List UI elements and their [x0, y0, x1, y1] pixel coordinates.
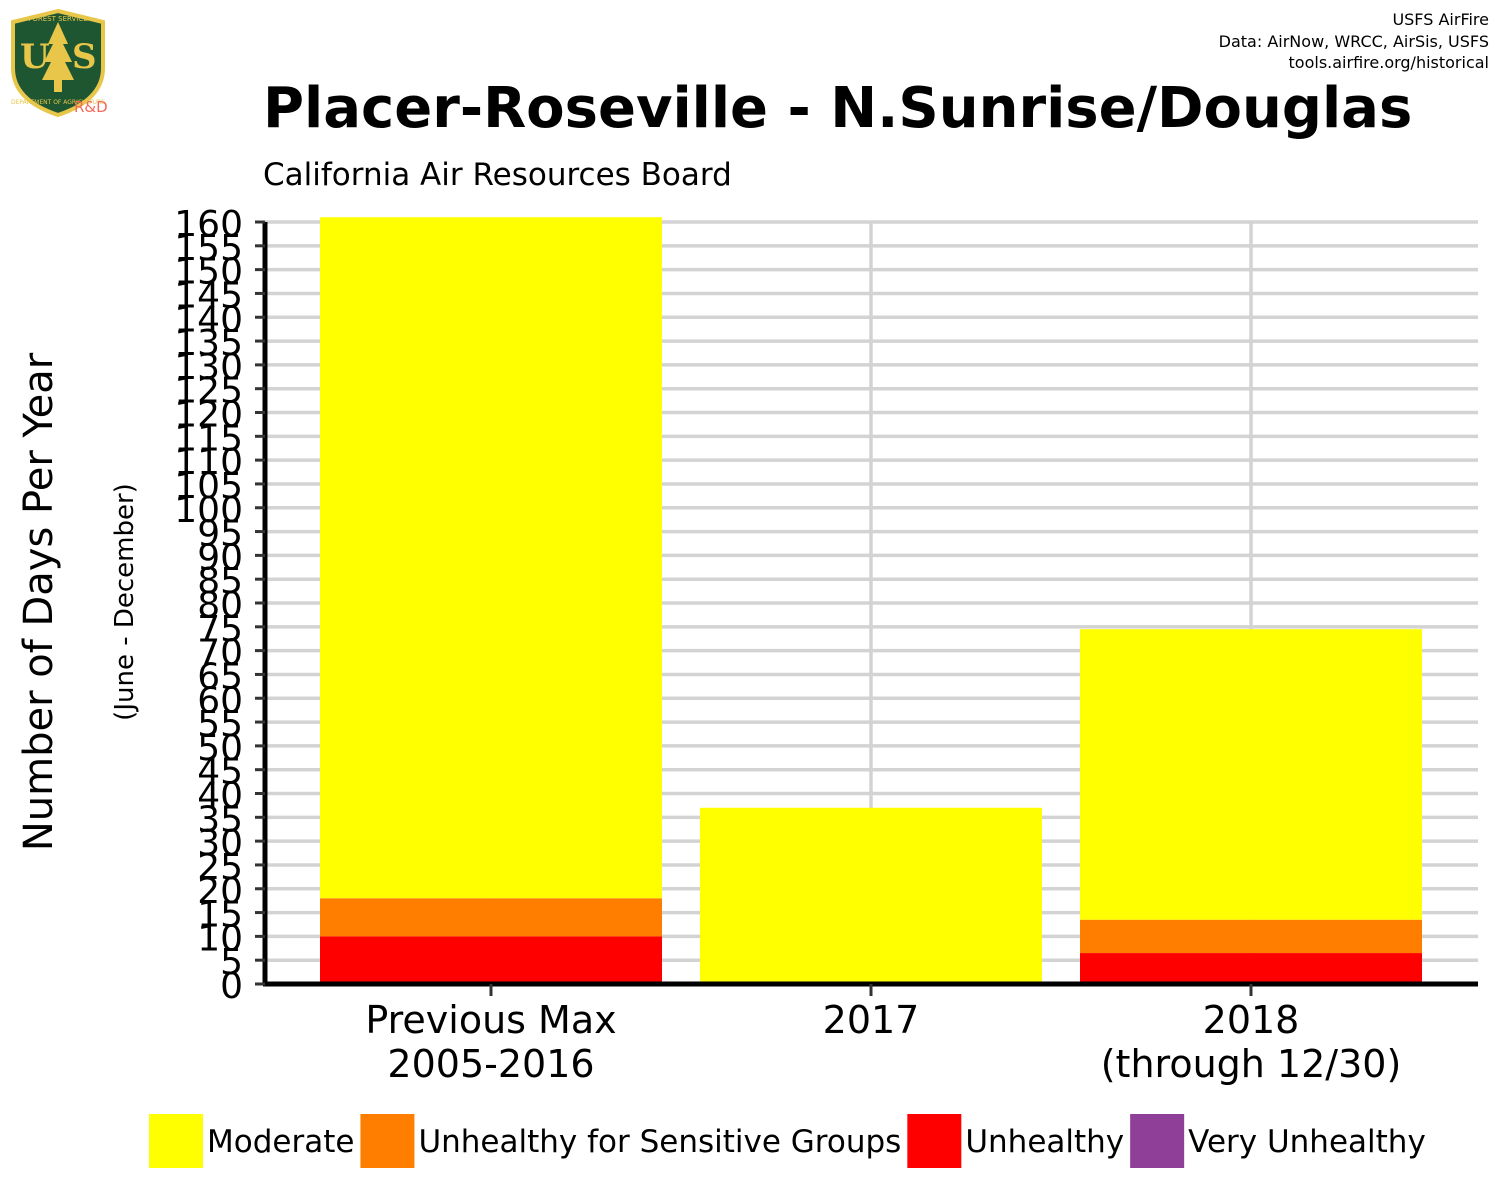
svg-text:S: S: [72, 37, 97, 77]
legend-swatch-3: [1130, 1114, 1185, 1168]
y-tick-label-8: 40: [197, 776, 243, 817]
x-tick-label-1-0: 2017: [823, 998, 920, 1042]
legend-swatch-2: [907, 1114, 962, 1168]
y-tick-label-11: 55: [197, 704, 243, 745]
legend: Moderate Unhealthy for Sensitive Groups Un…: [149, 1114, 1426, 1168]
bar-segment-0-moderate: [320, 217, 662, 899]
y-axis-sublabel: (June - December): [110, 483, 140, 721]
credit-line-data-sources: Data: AirNow, WRCC, AirSis, USFS: [1218, 32, 1489, 51]
x-tick-label-2-1: (through 12/30): [1101, 1042, 1402, 1086]
y-tick-label-9: 45: [197, 752, 243, 793]
y-tick-label-2: 10: [197, 918, 243, 959]
y-tick-label-3: 15: [197, 895, 243, 936]
y-tick-label-6: 30: [197, 823, 243, 864]
legend-label-3: Very Unhealthy: [1188, 1124, 1426, 1160]
y-tick-label-17: 85: [197, 561, 243, 602]
x-tick-label-2-0: 2018: [1203, 998, 1300, 1042]
y-tick-label-7: 35: [197, 799, 243, 840]
y-tick-label-15: 75: [197, 609, 243, 650]
forest-service-logo-icon: U S FOREST SERVICE DEPARTMENT OF AGRICUL…: [11, 8, 105, 118]
y-tick-label-4: 20: [197, 871, 243, 912]
svg-text:U: U: [20, 37, 50, 77]
credit-line-airfire: USFS AirFire: [1392, 10, 1489, 29]
y-tick-label-31: 155: [174, 228, 243, 269]
legend-swatch-1: [360, 1114, 415, 1168]
y-axis-label: Number of Days Per Year: [16, 352, 62, 851]
y-tick-label-26: 130: [174, 347, 243, 388]
y-tick-label-25: 125: [174, 371, 243, 412]
legend-label-1: Unhealthy for Sensitive Groups: [418, 1124, 901, 1160]
chart-title: Placer-Roseville - N.Sunrise/Douglas: [263, 76, 1412, 141]
x-tick-label-0-1: 2005-2016: [387, 1042, 594, 1086]
y-tick-label-0: 0: [220, 966, 243, 1007]
y-tick-label-24: 120: [174, 395, 243, 436]
y-tick-label-18: 90: [197, 537, 243, 578]
legend-label-2: Unhealthy: [965, 1124, 1124, 1160]
y-tick-label-29: 145: [174, 275, 243, 316]
y-tick-label-22: 110: [174, 442, 243, 483]
axes: 0510152025303540455055606570758085909510…: [174, 204, 1478, 1086]
y-tick-label-16: 80: [197, 585, 243, 626]
bar-segment-2-unhealthy-for-sensitive-groups: [1080, 919, 1422, 954]
logo-rd-text: R&D: [74, 98, 108, 116]
bar-segment-2-moderate: [1080, 629, 1422, 920]
y-tick-label-23: 115: [174, 418, 243, 459]
credit-line-url: tools.airfire.org/historical: [1288, 53, 1489, 72]
svg-text:DEPARTMENT OF AGRICULTURE: DEPARTMENT OF AGRICULTURE: [11, 99, 105, 106]
y-tick-label-10: 50: [197, 728, 243, 769]
bar-segment-0-unhealthy: [320, 936, 662, 984]
bar-segment-2-unhealthy: [1080, 953, 1422, 984]
legend-label-0: Moderate: [207, 1124, 354, 1160]
y-tick-label-13: 65: [197, 656, 243, 697]
y-tick-label-12: 60: [197, 680, 243, 721]
y-tick-label-5: 25: [197, 847, 243, 888]
bar-segment-1-moderate: [700, 807, 1042, 984]
bar-segment-0-unhealthy-for-sensitive-groups: [320, 898, 662, 937]
y-tick-label-14: 70: [197, 633, 243, 674]
y-tick-label-1: 5: [220, 942, 243, 983]
svg-text:FOREST SERVICE: FOREST SERVICE: [28, 15, 87, 23]
y-tick-label-28: 140: [174, 299, 243, 340]
y-tick-label-27: 135: [174, 323, 243, 364]
x-tick-label-0-0: Previous Max: [365, 998, 616, 1042]
y-tick-label-32: 160: [174, 204, 243, 245]
y-tick-label-20: 100: [174, 490, 243, 531]
y-tick-label-30: 150: [174, 252, 243, 293]
chart-subtitle: California Air Resources Board: [263, 157, 732, 193]
bars: [320, 217, 1422, 984]
legend-swatch-0: [149, 1114, 203, 1168]
y-tick-label-21: 105: [174, 466, 243, 507]
y-tick-label-19: 95: [197, 514, 243, 555]
